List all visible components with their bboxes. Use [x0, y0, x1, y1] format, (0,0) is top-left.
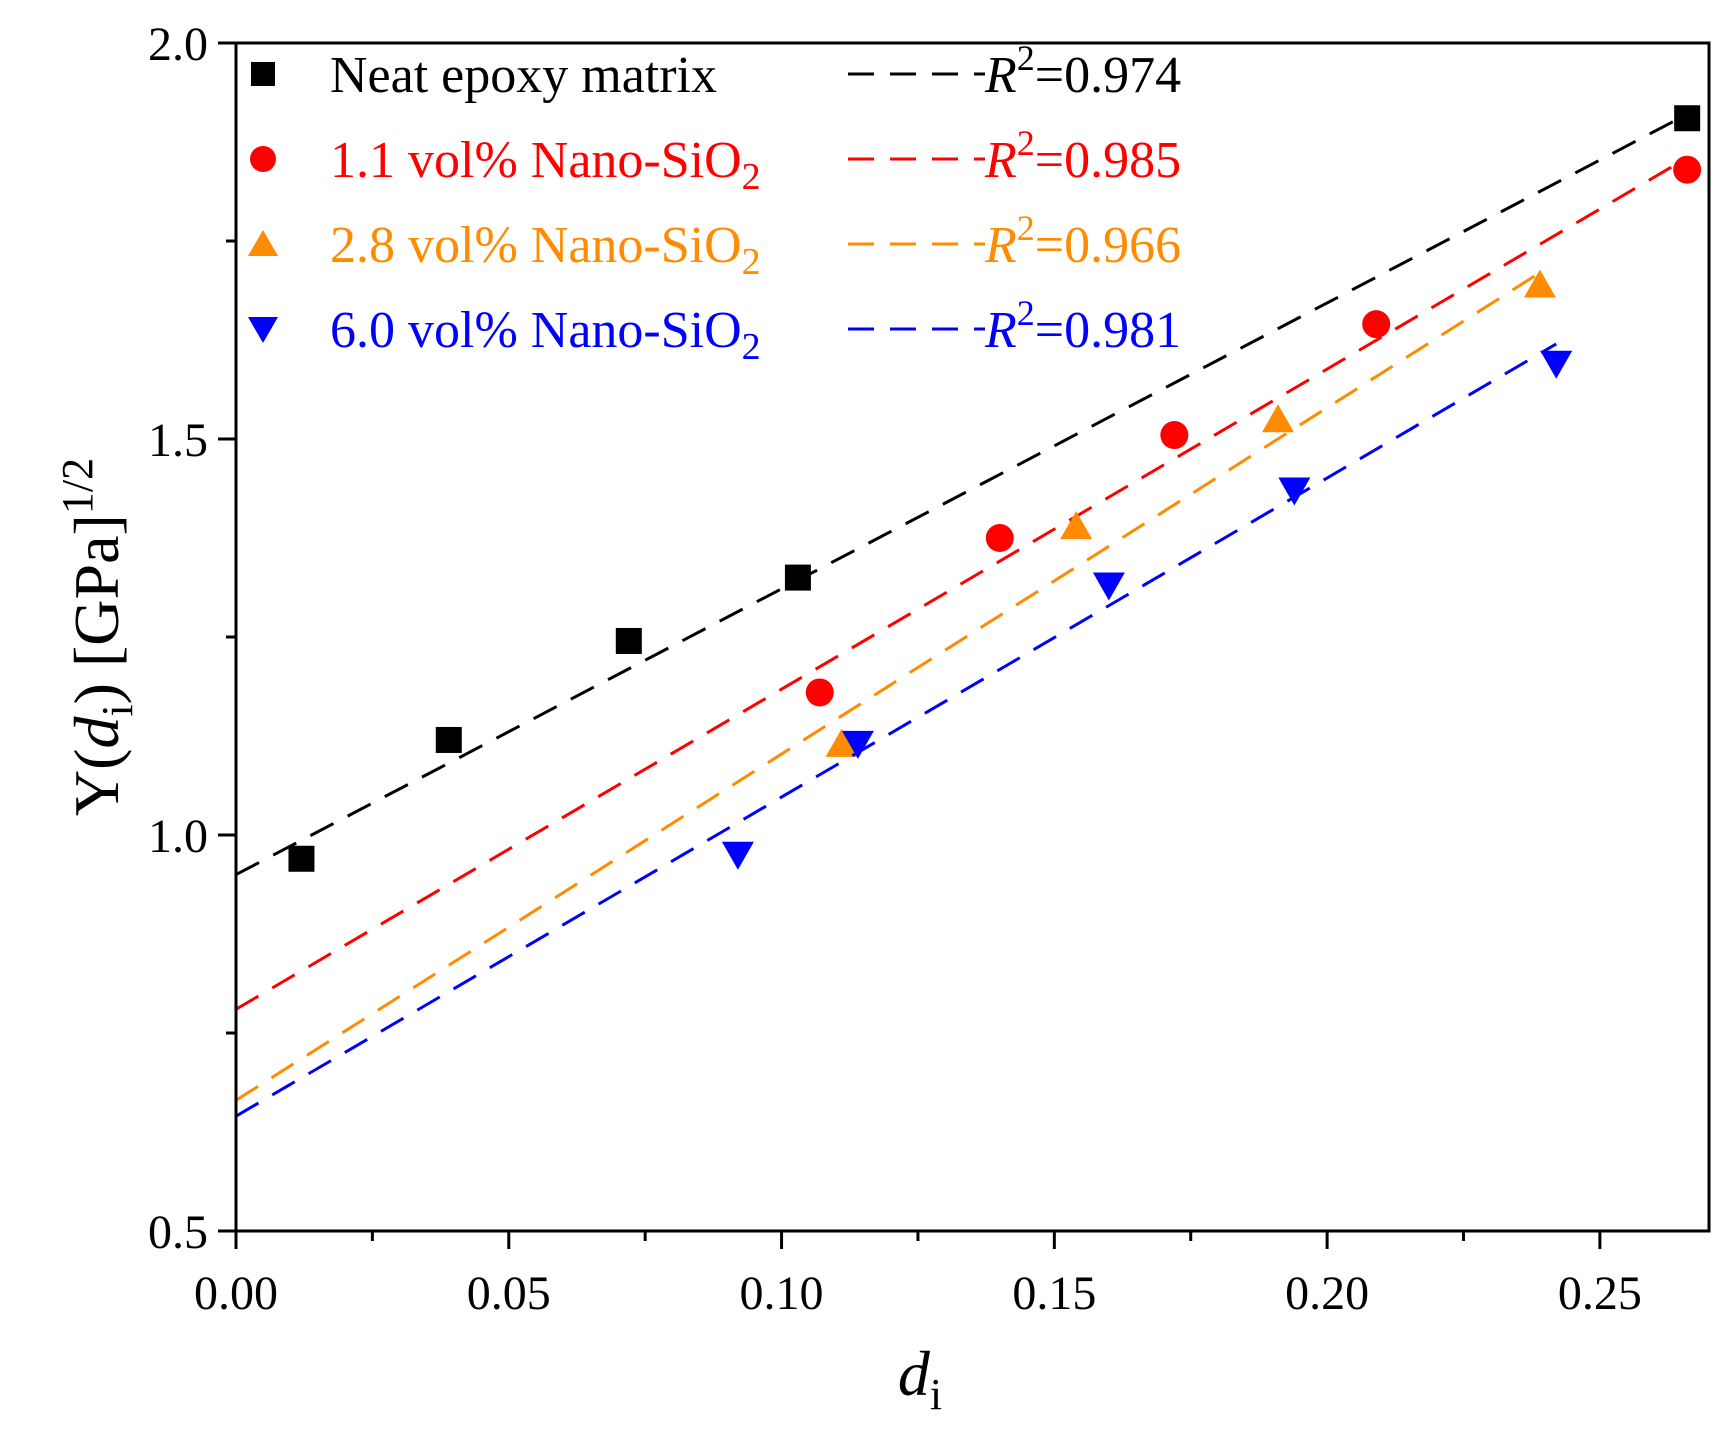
y-axis-title-prefix: Y(: [61, 749, 132, 817]
legend-marker: [248, 317, 278, 343]
fit-line: [235, 271, 1541, 1102]
data-point: [435, 726, 462, 753]
y-axis-title-suffix: ) [GPa]: [61, 514, 132, 704]
data-point: [1160, 421, 1189, 450]
data-point: [805, 678, 834, 707]
fit-line: [235, 112, 1688, 876]
series-group: [235, 155, 1702, 1011]
data-point: [825, 728, 858, 757]
fit-line: [235, 156, 1688, 1011]
legend-label: 6.0 vol% Nano-SiO2: [330, 302, 761, 368]
legend-r2: R2=0.966: [984, 208, 1181, 274]
y-axis-title-sup: 1/2: [53, 458, 102, 514]
y-axis-title: Y(di) [GPa]1/2: [53, 458, 142, 816]
data-point: [1674, 105, 1701, 132]
legend-label: 2.8 vol% Nano-SiO2: [330, 217, 761, 283]
data-point: [1278, 477, 1311, 506]
legend-r2: R2=0.981: [984, 293, 1181, 359]
data-point: [784, 564, 811, 591]
y-tick-label: 2.0: [148, 18, 208, 71]
series-layer: [235, 105, 1702, 1118]
legend-r2: R2=0.985: [984, 123, 1181, 189]
legend: Neat epoxy matrix R2=0.974 1.1 vol% Nano-S…: [248, 38, 1181, 368]
legend-marker: [251, 62, 275, 86]
data-point: [1540, 350, 1573, 379]
data-point: [1673, 155, 1702, 184]
x-tick-label: 0.05: [467, 1267, 551, 1320]
y-axis-title-var: d: [61, 716, 132, 749]
legend-r2: R2=0.974: [984, 38, 1181, 104]
y-axis-title-sub: i: [93, 704, 142, 716]
data-point: [1262, 404, 1295, 433]
legend-label: Neat epoxy matrix: [330, 47, 717, 104]
x-tick-label: 0.00: [194, 1267, 278, 1320]
series-group: [235, 269, 1556, 1102]
legend-marker: [250, 146, 276, 172]
data-point: [1092, 572, 1125, 601]
x-tick-label: 0.15: [1012, 1267, 1096, 1320]
axis-layer: 0.00 0.05 0.10 0.15 0.20 0.25 0.5 1.0 1.5 2.0: [148, 18, 1642, 1320]
data-point: [1060, 511, 1093, 540]
data-point: [1523, 269, 1556, 298]
legend-marker: [248, 230, 278, 256]
data-point: [841, 730, 874, 759]
series-group: [235, 342, 1573, 1118]
y-tick-label: 0.5: [148, 1206, 208, 1259]
data-point: [288, 845, 315, 872]
legend-label: 1.1 vol% Nano-SiO2: [330, 132, 761, 198]
x-tick-label: 0.25: [1558, 1267, 1642, 1320]
data-point: [721, 841, 754, 870]
y-tick-label: 1.0: [148, 810, 208, 863]
series-group: [235, 105, 1701, 876]
x-tick-label: 0.20: [1285, 1267, 1369, 1320]
data-point: [985, 524, 1014, 552]
x-axis-title: di: [898, 1338, 942, 1419]
x-axis-title-sub: i: [930, 1370, 942, 1419]
data-point: [1362, 310, 1391, 339]
x-tick-label: 0.10: [740, 1267, 824, 1320]
data-point: [615, 627, 642, 654]
x-axis-title-var: d: [898, 1338, 931, 1409]
fit-line: [235, 342, 1558, 1118]
y-tick-label: 1.5: [148, 414, 208, 467]
